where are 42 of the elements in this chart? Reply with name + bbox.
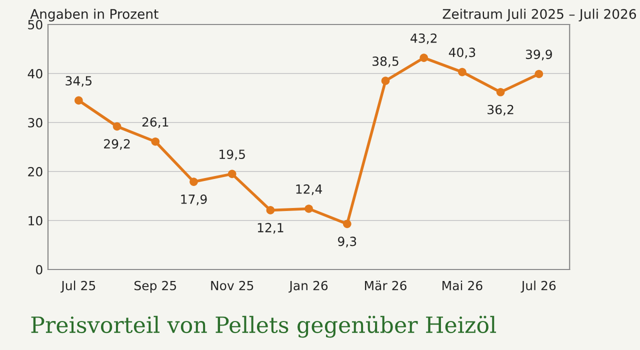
x-tick-label: Mai 26 [442,280,482,290]
x-tick-label: Jul 26 [520,280,556,293]
x-tick-label: Sep 25 [134,280,176,293]
data-label: 36,2 [488,104,514,116]
data-label: 12,1 [258,222,284,234]
point [381,76,390,86]
data-label: 19,5 [220,150,245,160]
point [74,96,83,105]
y-axis-title: Angaben in Prozent [30,8,158,22]
point [534,70,544,78]
point [496,88,505,96]
point [420,54,428,62]
y-tick-label: 40 [28,68,42,78]
data-label: 12,4 [296,184,322,196]
data-label: 26,1 [142,117,168,128]
data-label: 17,9 [181,194,207,206]
point [151,137,160,146]
chart-subtitle: Zeitraum Juli 2025 – Juli 2026 [442,8,636,22]
data-label: 34,5 [66,76,92,87]
data-label: 39,9 [526,50,552,60]
y-tick-label: 30 [28,118,42,128]
point [190,178,198,186]
text: Preisvorteil von Pellets gegenüber Heizöl [31,316,496,338]
y-tick-label: 10 [28,216,42,226]
data-label: 40,3 [448,48,476,58]
data-label: 29,2 [104,139,130,150]
point [304,204,313,213]
point [112,122,122,131]
data-label: 9,3 [338,236,356,248]
x-tick-label: Mär 26 [365,280,406,290]
y-tick-label: 50 [28,20,42,30]
point [228,170,236,178]
point [266,206,275,214]
data-label: 38,5 [372,56,398,68]
x-tick-label: Nov 25 [211,280,254,290]
data-label: 43,2 [410,33,437,44]
y-tick-label: 20 [28,166,42,176]
y-tick-label: 0 [36,264,42,274]
x-tick-label: Jul 25 [60,280,96,293]
x-tick-label: Jan 26 [288,280,328,293]
point [458,68,466,76]
point [342,220,352,228]
